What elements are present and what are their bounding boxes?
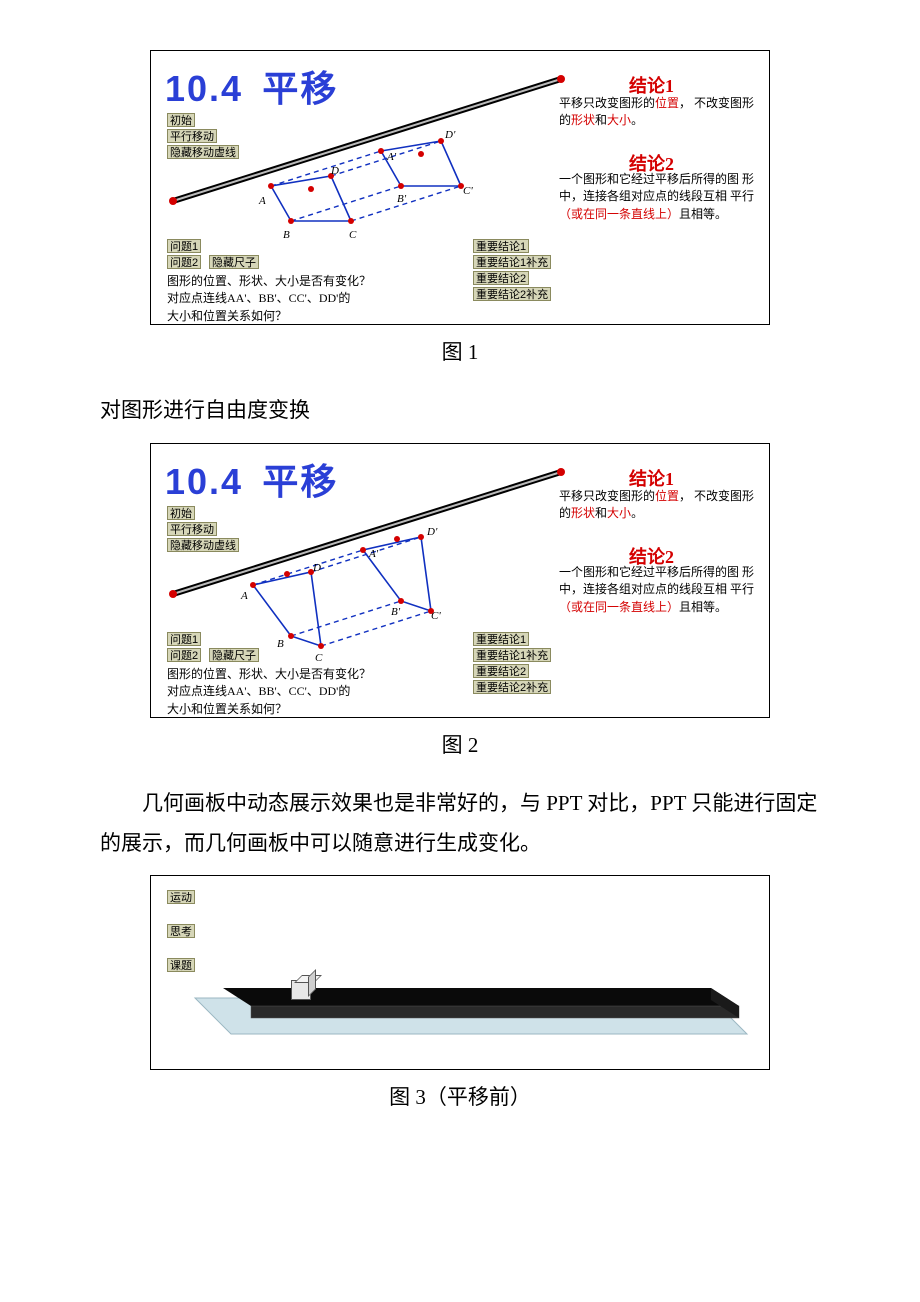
lbl-C: C [349,225,356,246]
fig1-jl1-text: 平移只改变图形的位置， 不改变图形的形状和大小。 [559,95,764,130]
lbl-Bp: B' [397,189,406,210]
lbl2-Ap: A' [369,544,378,565]
btn-concl2[interactable]: 重要结论2 [473,271,529,285]
lbl-D: D [331,161,339,182]
lbl2-Cp: C' [431,606,441,627]
btn-q2[interactable]: 问题2 [167,255,201,269]
fig2-jl1-text: 平移只改变图形的位置， 不改变图形的形状和大小。 [559,488,764,523]
lbl-Cp: C' [463,181,473,202]
btn-concl1-extra[interactable]: 重要结论1补充 [473,255,551,269]
btn-hide-ruler[interactable]: 隐藏尺子 [209,255,259,269]
fig2-question: 图形的位置、形状、大小是否有变化？ 对应点连线AA'、BB'、CC'、DD'的 … [167,666,427,718]
lbl2-C: C [315,648,322,669]
fig1-question: 图形的位置、形状、大小是否有变化？ 对应点连线AA'、BB'、CC'、DD'的 … [167,273,427,325]
lbl2-D: D [313,558,321,579]
fig1-diagram [151,51,571,251]
para-1: 对图形进行自由度变换 [100,391,820,431]
cube-icon [291,980,311,1000]
fig1-caption: 图 1 [100,333,820,373]
lbl-Dp: D' [445,125,455,146]
btn-concl2-extra[interactable]: 重要结论2补充 [473,287,551,301]
fig2-caption: 图 2 [100,726,820,766]
fig1-jl2-text: 一个图形和它经过平移后所得的图 形中，连接各组对应点的线段互相 平行（或在同一条… [559,171,769,223]
para-2: 几何画板中动态展示效果也是非常好的，与 PPT 对比，PPT 只能进行固定的展示… [100,784,820,864]
figure-1-box: 10.4 平移 初始 平行移动 隐藏移动虚线 问题1 问题2 隐藏尺子 重要结论… [150,50,770,325]
lbl2-A: A [241,586,248,607]
fig3-scene [151,876,769,1069]
figure-2-box: 10.4 平移 初始 平行移动 隐藏移动虚线 问题1 问题2 隐藏尺子 重要结论… [150,443,770,718]
fig2-diagram [151,444,571,654]
lbl-A: A [259,191,266,212]
lbl2-B: B [277,634,284,655]
btn-concl2-2[interactable]: 重要结论2 [473,664,529,678]
lbl2-Dp: D' [427,522,437,543]
figure-3-box: 运动 思考 课题 [150,875,770,1070]
lbl2-Bp: B' [391,602,400,623]
lbl-B: B [283,225,290,246]
fig3-caption: 图 3（平移前） [100,1078,820,1118]
lbl-Ap: A' [387,147,396,168]
fig2-jl2-text: 一个图形和它经过平移后所得的图 形中，连接各组对应点的线段互相 平行（或在同一条… [559,564,769,616]
btn-concl2-extra-2[interactable]: 重要结论2补充 [473,680,551,694]
